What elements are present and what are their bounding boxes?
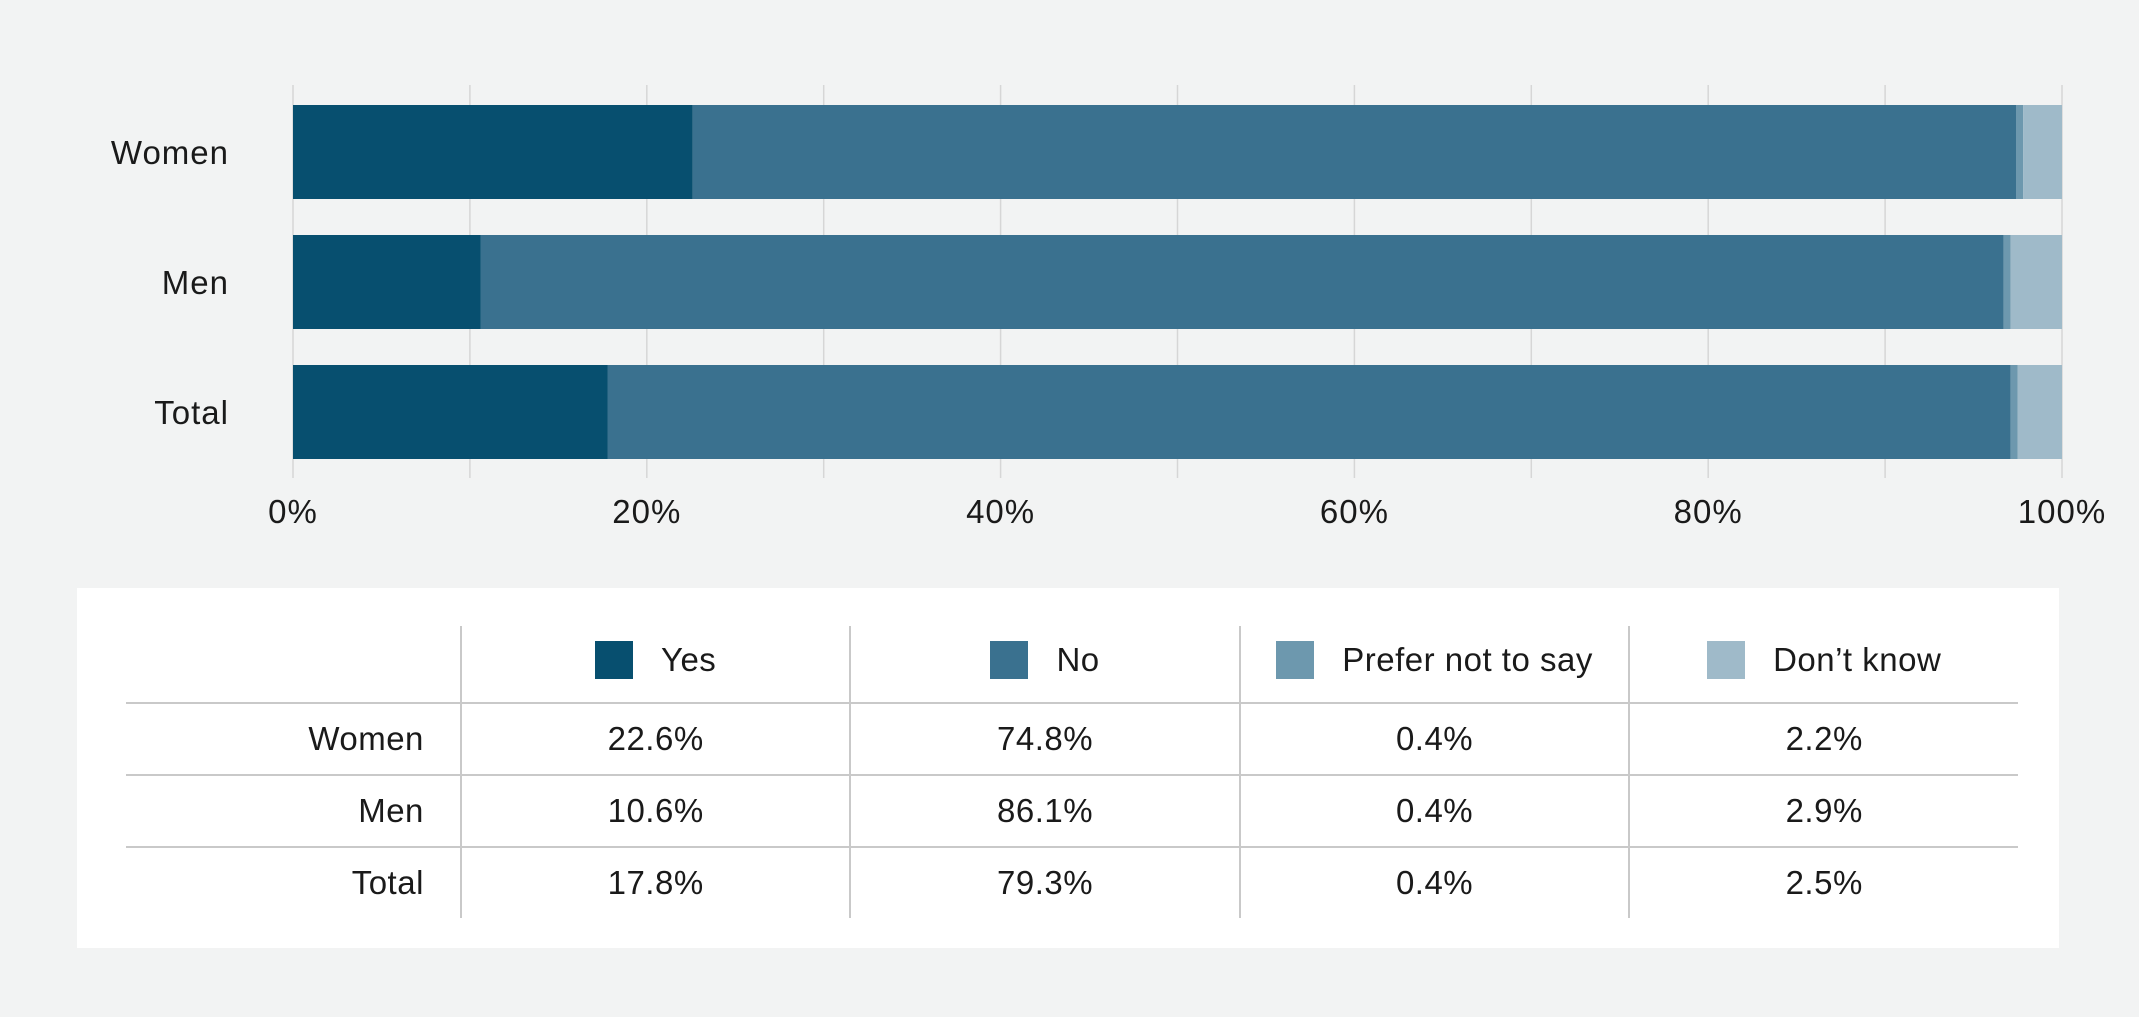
data-table-panel: Yes No Prefer not to say Don’t know Women 22… — [77, 588, 2059, 948]
legend-swatch — [990, 641, 1029, 679]
table-cell: 79.3% — [849, 847, 1240, 918]
table-cell: 0.4% — [1238, 847, 1630, 918]
bar-segment — [2003, 235, 2011, 329]
bar-segment — [2016, 105, 2024, 199]
table-cell: 17.8% — [459, 847, 851, 918]
legend-entry: Don’t know — [1707, 641, 1941, 679]
bar-segment — [480, 235, 2004, 329]
bar-segment — [2010, 365, 2018, 459]
table-body: Women 22.6% 74.8% 0.4% 2.2% Men 10.6% 86.1% 0.4%… — [126, 703, 2018, 918]
bar-segment — [607, 365, 2011, 459]
row-label: Men — [358, 792, 424, 829]
x-tick-label: 60% — [1320, 493, 1389, 530]
bars — [293, 105, 2062, 459]
bar-segment — [293, 105, 693, 199]
legend-label: Don’t know — [1773, 641, 1942, 678]
row-label: Total — [351, 864, 424, 901]
category-label: Men — [162, 264, 229, 301]
legend-item: Don’t know — [1628, 626, 2018, 703]
row-label: Women — [308, 720, 424, 757]
legend-swatch — [1276, 641, 1315, 679]
category-labels: Women Men Total — [111, 134, 229, 431]
legend-item: Yes — [459, 626, 851, 703]
x-tick-label: 100% — [2018, 493, 2106, 530]
bar-segment — [2023, 105, 2062, 199]
table-cell: 2.9% — [1628, 775, 2018, 847]
table-row: Men 10.6% 86.1% 0.4% 2.9% — [126, 775, 2018, 847]
legend-label: No — [1056, 641, 1100, 678]
x-tick-label: 80% — [1674, 493, 1743, 530]
stacked-bar-chart: Women Men Total 0% 20% 40% 60% 80% 100% — [111, 85, 2106, 530]
data-table: Yes No Prefer not to say Don’t know Women 22… — [126, 626, 2018, 918]
bar-segment — [293, 365, 608, 459]
x-tick-label: 20% — [612, 493, 681, 530]
table-header-corner — [126, 626, 461, 703]
bar-segment — [692, 105, 2017, 199]
category-label: Total — [154, 394, 229, 431]
x-tick-labels: 0% 20% 40% 60% 80% 100% — [268, 493, 2106, 530]
x-tick-label: 40% — [966, 493, 1035, 530]
table-cell: 86.1% — [849, 775, 1240, 847]
table-cell: 0.4% — [1238, 775, 1630, 847]
legend-swatch — [1707, 641, 1746, 679]
legend-item: Prefer not to say — [1238, 626, 1630, 703]
table-row: Women 22.6% 74.8% 0.4% 2.2% — [126, 703, 2018, 775]
legend-entry: Prefer not to say — [1276, 641, 1593, 679]
table-cell: 2.5% — [1628, 847, 2018, 918]
bar-segment — [293, 235, 481, 329]
legend-swatch — [594, 641, 633, 679]
table-cell: 74.8% — [849, 703, 1240, 775]
table-cell: 2.2% — [1628, 703, 2018, 775]
legend-label: Prefer not to say — [1342, 641, 1593, 678]
legend-entry: No — [990, 641, 1099, 679]
table-cell: 10.6% — [459, 775, 851, 847]
category-label: Women — [111, 134, 229, 171]
x-tick-label: 0% — [268, 493, 318, 530]
bar-segment — [2017, 365, 2062, 459]
legend-item: No — [849, 626, 1240, 703]
table-cell: 22.6% — [459, 703, 851, 775]
table-cell: 0.4% — [1238, 703, 1630, 775]
table-header-row: Yes No Prefer not to say Don’t know — [126, 626, 2018, 703]
legend-entry: Yes — [594, 641, 717, 679]
bar-segment — [2010, 235, 2062, 329]
table-row: Total 17.8% 79.3% 0.4% 2.5% — [126, 847, 2018, 918]
legend-label: Yes — [660, 641, 717, 678]
